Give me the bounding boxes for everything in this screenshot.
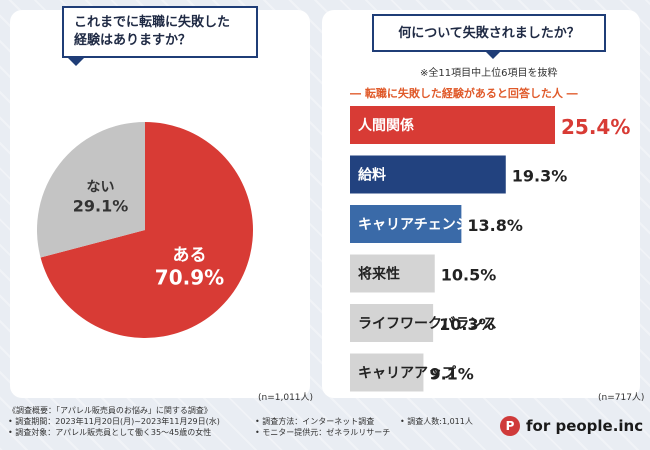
left-question-tail — [66, 56, 86, 66]
left-question-line2: 経験はありますか？ — [74, 33, 192, 48]
pie-category-label: ある — [172, 245, 206, 265]
bar-4 — [350, 254, 435, 293]
left-question-line1: これまでに転職に失敗した — [74, 15, 231, 30]
selection-note: ※全11項目中上位6項目を抜粋 — [420, 68, 558, 79]
bar-6 — [350, 353, 424, 392]
pie-value-label: 29.1% — [73, 197, 129, 216]
left-question-box: これまでに転職に失敗した 経験はありますか？ — [62, 6, 258, 58]
bar-2 — [350, 155, 506, 194]
footer-target: • 調査対象：アパレル販売員として働く35～45歳の女性 — [8, 428, 212, 437]
footer-title: 《調査概要：「アパレル販売員のお悩み」に関する調査》 — [8, 406, 212, 415]
bar-category-label: キャリアアップ — [358, 366, 457, 382]
bar-category-label: 給料 — [358, 167, 386, 184]
right-question-box: 何について失敗されましたか？ — [372, 14, 606, 52]
bar-value-label: 10.5% — [441, 266, 497, 285]
pie-slice-1 — [40, 122, 253, 338]
bar-value-label: 10.3% — [439, 315, 495, 334]
bar-5 — [350, 304, 434, 342]
bar-category-label: 人間関係 — [358, 117, 414, 134]
bar-value-label: 19.3% — [512, 167, 568, 186]
bar-category-label: 将来性 — [358, 266, 400, 283]
footer-period: • 調査期間：2023年11月20日(月)~2023年11月29日(水) — [8, 417, 220, 426]
footer-method: • 調査方法：インターネット調査 — [255, 417, 375, 426]
right-question-text: 何について失敗されましたか？ — [398, 26, 580, 41]
bar-value-label: 13.8% — [467, 216, 523, 235]
right-sample-size: (n=717人) — [598, 393, 645, 403]
left-sample-size: (n=1,011人) — [258, 393, 314, 403]
bar-category-label: ライフワークバランス — [358, 316, 497, 332]
bar-value-label: 9.1% — [429, 365, 473, 384]
survey-footer: 《調査概要：「アパレル販売員のお悩み」に関する調査》 • 調査期間：2023年1… — [8, 406, 508, 446]
right-question-tail — [484, 50, 502, 59]
footer-monitor: • モニター提供元：ゼネラルリサーチ — [255, 428, 391, 437]
bar-1 — [350, 106, 555, 144]
pie-value-label: 70.9% — [155, 265, 224, 289]
bar-value-label: 25.4% — [561, 115, 630, 139]
pie-category-label: ない — [87, 180, 115, 196]
bar-3 — [350, 205, 462, 243]
logo-text: for people.inc — [526, 417, 644, 435]
footer-people: • 調査人数:1,011人 — [400, 417, 473, 426]
pie-slice-2 — [36, 122, 145, 258]
logo-mark-icon: P — [500, 416, 520, 436]
bar-category-label: キャリアチェンジ — [358, 217, 470, 233]
company-logo: P for people.inc — [500, 413, 644, 441]
bar-chart-subtitle: ― 転職に失敗した経験があると回答した人 ― — [350, 87, 578, 100]
